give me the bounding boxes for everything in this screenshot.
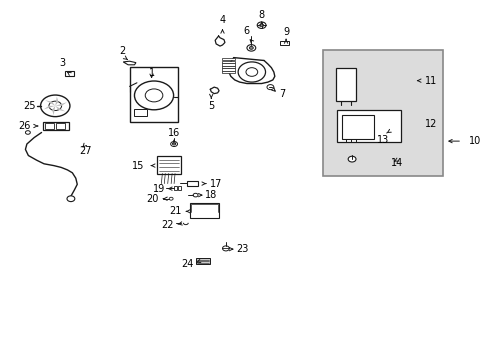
Bar [186, 181, 197, 186]
Circle shape [169, 197, 173, 200]
Text: 10: 10 [468, 136, 481, 146]
Text: 8: 8 [258, 10, 264, 20]
Text: 2: 2 [119, 46, 125, 56]
Circle shape [347, 156, 355, 162]
Bar [279, 41, 288, 45]
Circle shape [41, 95, 70, 117]
Bar [157, 156, 181, 174]
Circle shape [245, 68, 257, 76]
Bar [129, 67, 178, 122]
Text: 19: 19 [153, 184, 165, 194]
Text: 1: 1 [148, 68, 154, 78]
Bar [42, 122, 69, 130]
Bar [222, 61, 234, 63]
Polygon shape [52, 106, 55, 115]
Bar [336, 68, 355, 101]
Text: 17: 17 [210, 179, 222, 189]
Polygon shape [55, 106, 65, 112]
Bar [64, 71, 74, 76]
Text: 24: 24 [181, 258, 193, 269]
Text: 25: 25 [23, 101, 36, 111]
Text: 9: 9 [283, 27, 288, 37]
Bar [174, 186, 177, 190]
Text: 26: 26 [18, 121, 30, 131]
Bar [195, 258, 210, 264]
Text: 12: 12 [425, 119, 437, 129]
Text: 6: 6 [243, 26, 249, 36]
Circle shape [257, 22, 265, 28]
Polygon shape [55, 96, 59, 106]
Bar [222, 68, 234, 71]
Circle shape [266, 85, 273, 90]
Text: 23: 23 [236, 244, 248, 254]
Circle shape [170, 141, 177, 147]
Circle shape [222, 246, 229, 251]
Circle shape [134, 81, 173, 110]
Bar [134, 109, 146, 116]
Circle shape [172, 143, 175, 145]
Circle shape [259, 24, 263, 27]
Text: 16: 16 [167, 128, 180, 138]
Text: 11: 11 [425, 76, 437, 86]
Text: 15: 15 [132, 161, 144, 171]
Bar [178, 186, 181, 190]
Circle shape [249, 46, 253, 49]
Polygon shape [43, 106, 55, 109]
Circle shape [145, 89, 163, 102]
Text: 27: 27 [79, 146, 92, 156]
Bar [45, 123, 54, 129]
Circle shape [67, 196, 75, 202]
Text: 22: 22 [161, 220, 173, 230]
Text: 7: 7 [278, 89, 285, 99]
Bar [56, 123, 65, 129]
Text: 21: 21 [169, 206, 182, 216]
Circle shape [238, 62, 265, 82]
Circle shape [193, 193, 198, 197]
Bar [222, 71, 234, 73]
Circle shape [25, 131, 30, 134]
Bar [222, 63, 234, 66]
Text: 18: 18 [205, 190, 217, 200]
Circle shape [246, 45, 255, 51]
Bar [337, 110, 400, 142]
Text: 5: 5 [208, 101, 214, 111]
Polygon shape [45, 100, 55, 106]
Text: 4: 4 [219, 15, 225, 25]
Text: 13: 13 [376, 135, 389, 145]
Polygon shape [55, 102, 67, 106]
Circle shape [49, 101, 61, 111]
Polygon shape [123, 61, 136, 65]
Bar [189, 203, 219, 218]
Text: 14: 14 [390, 158, 403, 168]
Bar [322, 50, 442, 176]
Bar [222, 66, 234, 68]
Bar [222, 58, 234, 60]
Text: 3: 3 [60, 58, 65, 68]
Bar [342, 115, 373, 139]
Text: 20: 20 [146, 194, 159, 204]
